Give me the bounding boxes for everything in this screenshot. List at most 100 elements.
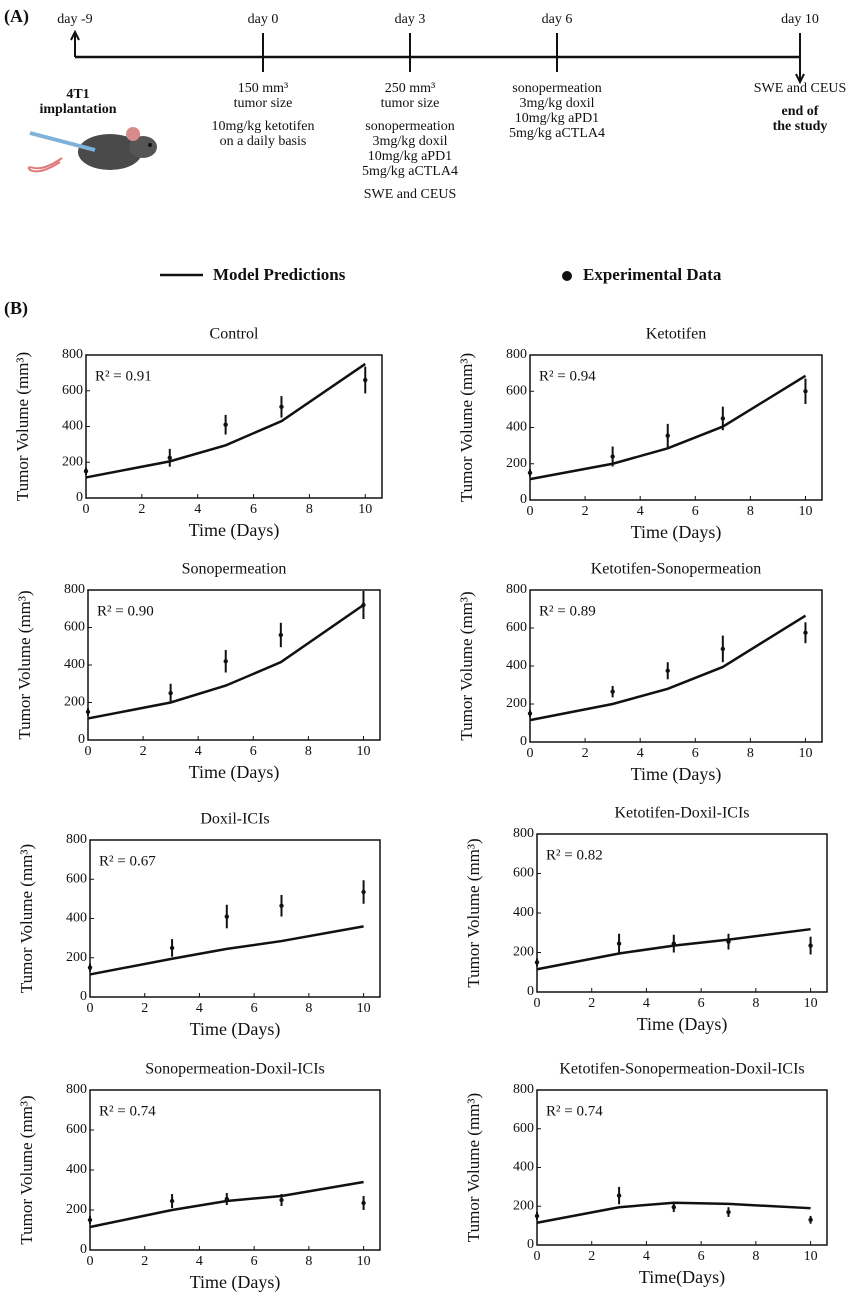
data-point xyxy=(85,709,91,715)
x-axis-label: Time (Days) xyxy=(190,1272,281,1293)
timeline-note: 10mg/kg ketotifen xyxy=(211,119,314,134)
timeline-note: sonopermeation xyxy=(365,119,454,134)
y-tick-label: 200 xyxy=(66,950,87,965)
x-tick-label: 2 xyxy=(582,504,589,519)
timeline-note: 4T1 xyxy=(66,87,89,102)
x-tick-label: 10 xyxy=(357,1001,371,1016)
timeline-note: 3mg/kg doxil xyxy=(372,134,447,149)
panel-label: (A) xyxy=(4,6,29,27)
x-tick-label: 6 xyxy=(698,1249,705,1264)
data-point xyxy=(803,389,808,394)
data-point xyxy=(87,965,93,970)
x-tick-label: 0 xyxy=(85,744,92,759)
x-tick-label: 8 xyxy=(305,744,312,759)
data-point xyxy=(808,943,813,948)
timeline-note: SWE and CEUS xyxy=(364,187,457,202)
data-point xyxy=(361,889,366,895)
x-tick-label: 0 xyxy=(534,1249,541,1264)
x-axis-label: Time (Days) xyxy=(190,1019,281,1040)
y-tick-label: 600 xyxy=(506,383,527,398)
x-tick-label: 2 xyxy=(588,1249,595,1264)
x-tick-label: 10 xyxy=(804,996,818,1011)
r-squared: R² = 0.94 xyxy=(539,368,596,384)
y-tick-label: 200 xyxy=(506,456,527,471)
timeline-day: day -9 xyxy=(57,12,92,27)
timeline-note: the study xyxy=(773,119,828,134)
chart-title: Ketotifen-Doxil-ICIs xyxy=(614,805,749,822)
x-tick-label: 6 xyxy=(692,504,699,519)
x-tick-label: 0 xyxy=(527,504,534,519)
data-point xyxy=(665,433,670,438)
x-tick-label: 8 xyxy=(752,1249,759,1264)
data-point xyxy=(803,630,808,635)
data-point xyxy=(279,1197,284,1203)
data-point xyxy=(610,454,615,459)
y-tick-label: 400 xyxy=(66,1162,87,1177)
y-tick-label: 0 xyxy=(76,490,83,505)
timeline-day: day 6 xyxy=(542,12,573,27)
y-tick-label: 400 xyxy=(513,1160,534,1175)
y-tick-label: 400 xyxy=(66,911,87,926)
y-axis-label: Tumor Volume (mm³) xyxy=(13,352,32,501)
data-point xyxy=(169,1198,175,1204)
y-tick-label: 400 xyxy=(64,657,85,672)
data-point xyxy=(534,960,540,965)
x-tick-label: 4 xyxy=(643,1249,650,1264)
x-tick-label: 2 xyxy=(141,1254,148,1269)
x-tick-label: 0 xyxy=(527,746,534,761)
y-tick-label: 800 xyxy=(66,832,87,847)
timeline-note: SWE and CEUS xyxy=(754,81,847,96)
legend-label: Experimental Data xyxy=(583,265,722,284)
data-point xyxy=(527,470,533,476)
legend-marker xyxy=(562,271,572,281)
data-point xyxy=(223,422,228,427)
data-point xyxy=(616,941,622,946)
x-axis-label: Time (Days) xyxy=(631,522,722,543)
data-point xyxy=(720,646,726,652)
mouse-illustration xyxy=(27,127,157,173)
y-tick-label: 600 xyxy=(62,383,83,398)
x-tick-label: 8 xyxy=(305,1254,312,1269)
chart-title: Sonopermeation-Doxil-ICIs xyxy=(145,1061,325,1078)
chart-title: Control xyxy=(210,326,259,343)
y-tick-label: 800 xyxy=(506,582,527,597)
r-squared: R² = 0.90 xyxy=(97,603,154,619)
y-axis-label: Tumor Volume (mm³) xyxy=(17,1095,36,1244)
x-tick-label: 10 xyxy=(798,504,812,519)
timeline-note: end of xyxy=(782,104,819,119)
data-point xyxy=(616,1193,622,1198)
y-axis-label: Tumor Volume (mm³) xyxy=(457,353,476,502)
timeline-arrow xyxy=(70,29,80,57)
data-point xyxy=(169,945,175,951)
chart-title: Ketotifen-Sonopermeation-Doxil-ICIs xyxy=(559,1061,804,1078)
panel-label: (B) xyxy=(4,298,28,319)
data-point xyxy=(83,468,89,474)
data-point xyxy=(279,404,284,410)
y-tick-label: 200 xyxy=(64,695,85,710)
x-tick-label: 0 xyxy=(83,502,90,517)
x-tick-label: 10 xyxy=(356,744,370,759)
x-tick-label: 8 xyxy=(305,1001,312,1016)
y-tick-label: 800 xyxy=(513,1082,534,1097)
y-tick-label: 800 xyxy=(62,347,83,362)
y-tick-label: 0 xyxy=(520,492,527,507)
model-line xyxy=(89,925,364,976)
y-tick-label: 400 xyxy=(506,658,527,673)
data-point xyxy=(87,1217,93,1223)
data-point xyxy=(224,914,229,919)
x-tick-label: 6 xyxy=(698,996,705,1011)
data-point xyxy=(671,941,676,946)
data-point xyxy=(279,903,284,908)
data-point xyxy=(167,455,172,460)
timeline-note: 3mg/kg doxil xyxy=(519,96,594,111)
chart-title: Ketotifen-Sonopermeation xyxy=(591,561,762,578)
x-tick-label: 4 xyxy=(637,746,644,761)
y-tick-label: 600 xyxy=(66,1122,87,1137)
x-tick-label: 10 xyxy=(798,746,812,761)
x-tick-label: 2 xyxy=(582,746,589,761)
x-tick-label: 4 xyxy=(637,504,644,519)
timeline-note: 5mg/kg aCTLA4 xyxy=(362,164,458,179)
data-point xyxy=(665,668,670,673)
y-tick-label: 200 xyxy=(513,945,534,960)
timeline-note: implantation xyxy=(39,102,116,117)
